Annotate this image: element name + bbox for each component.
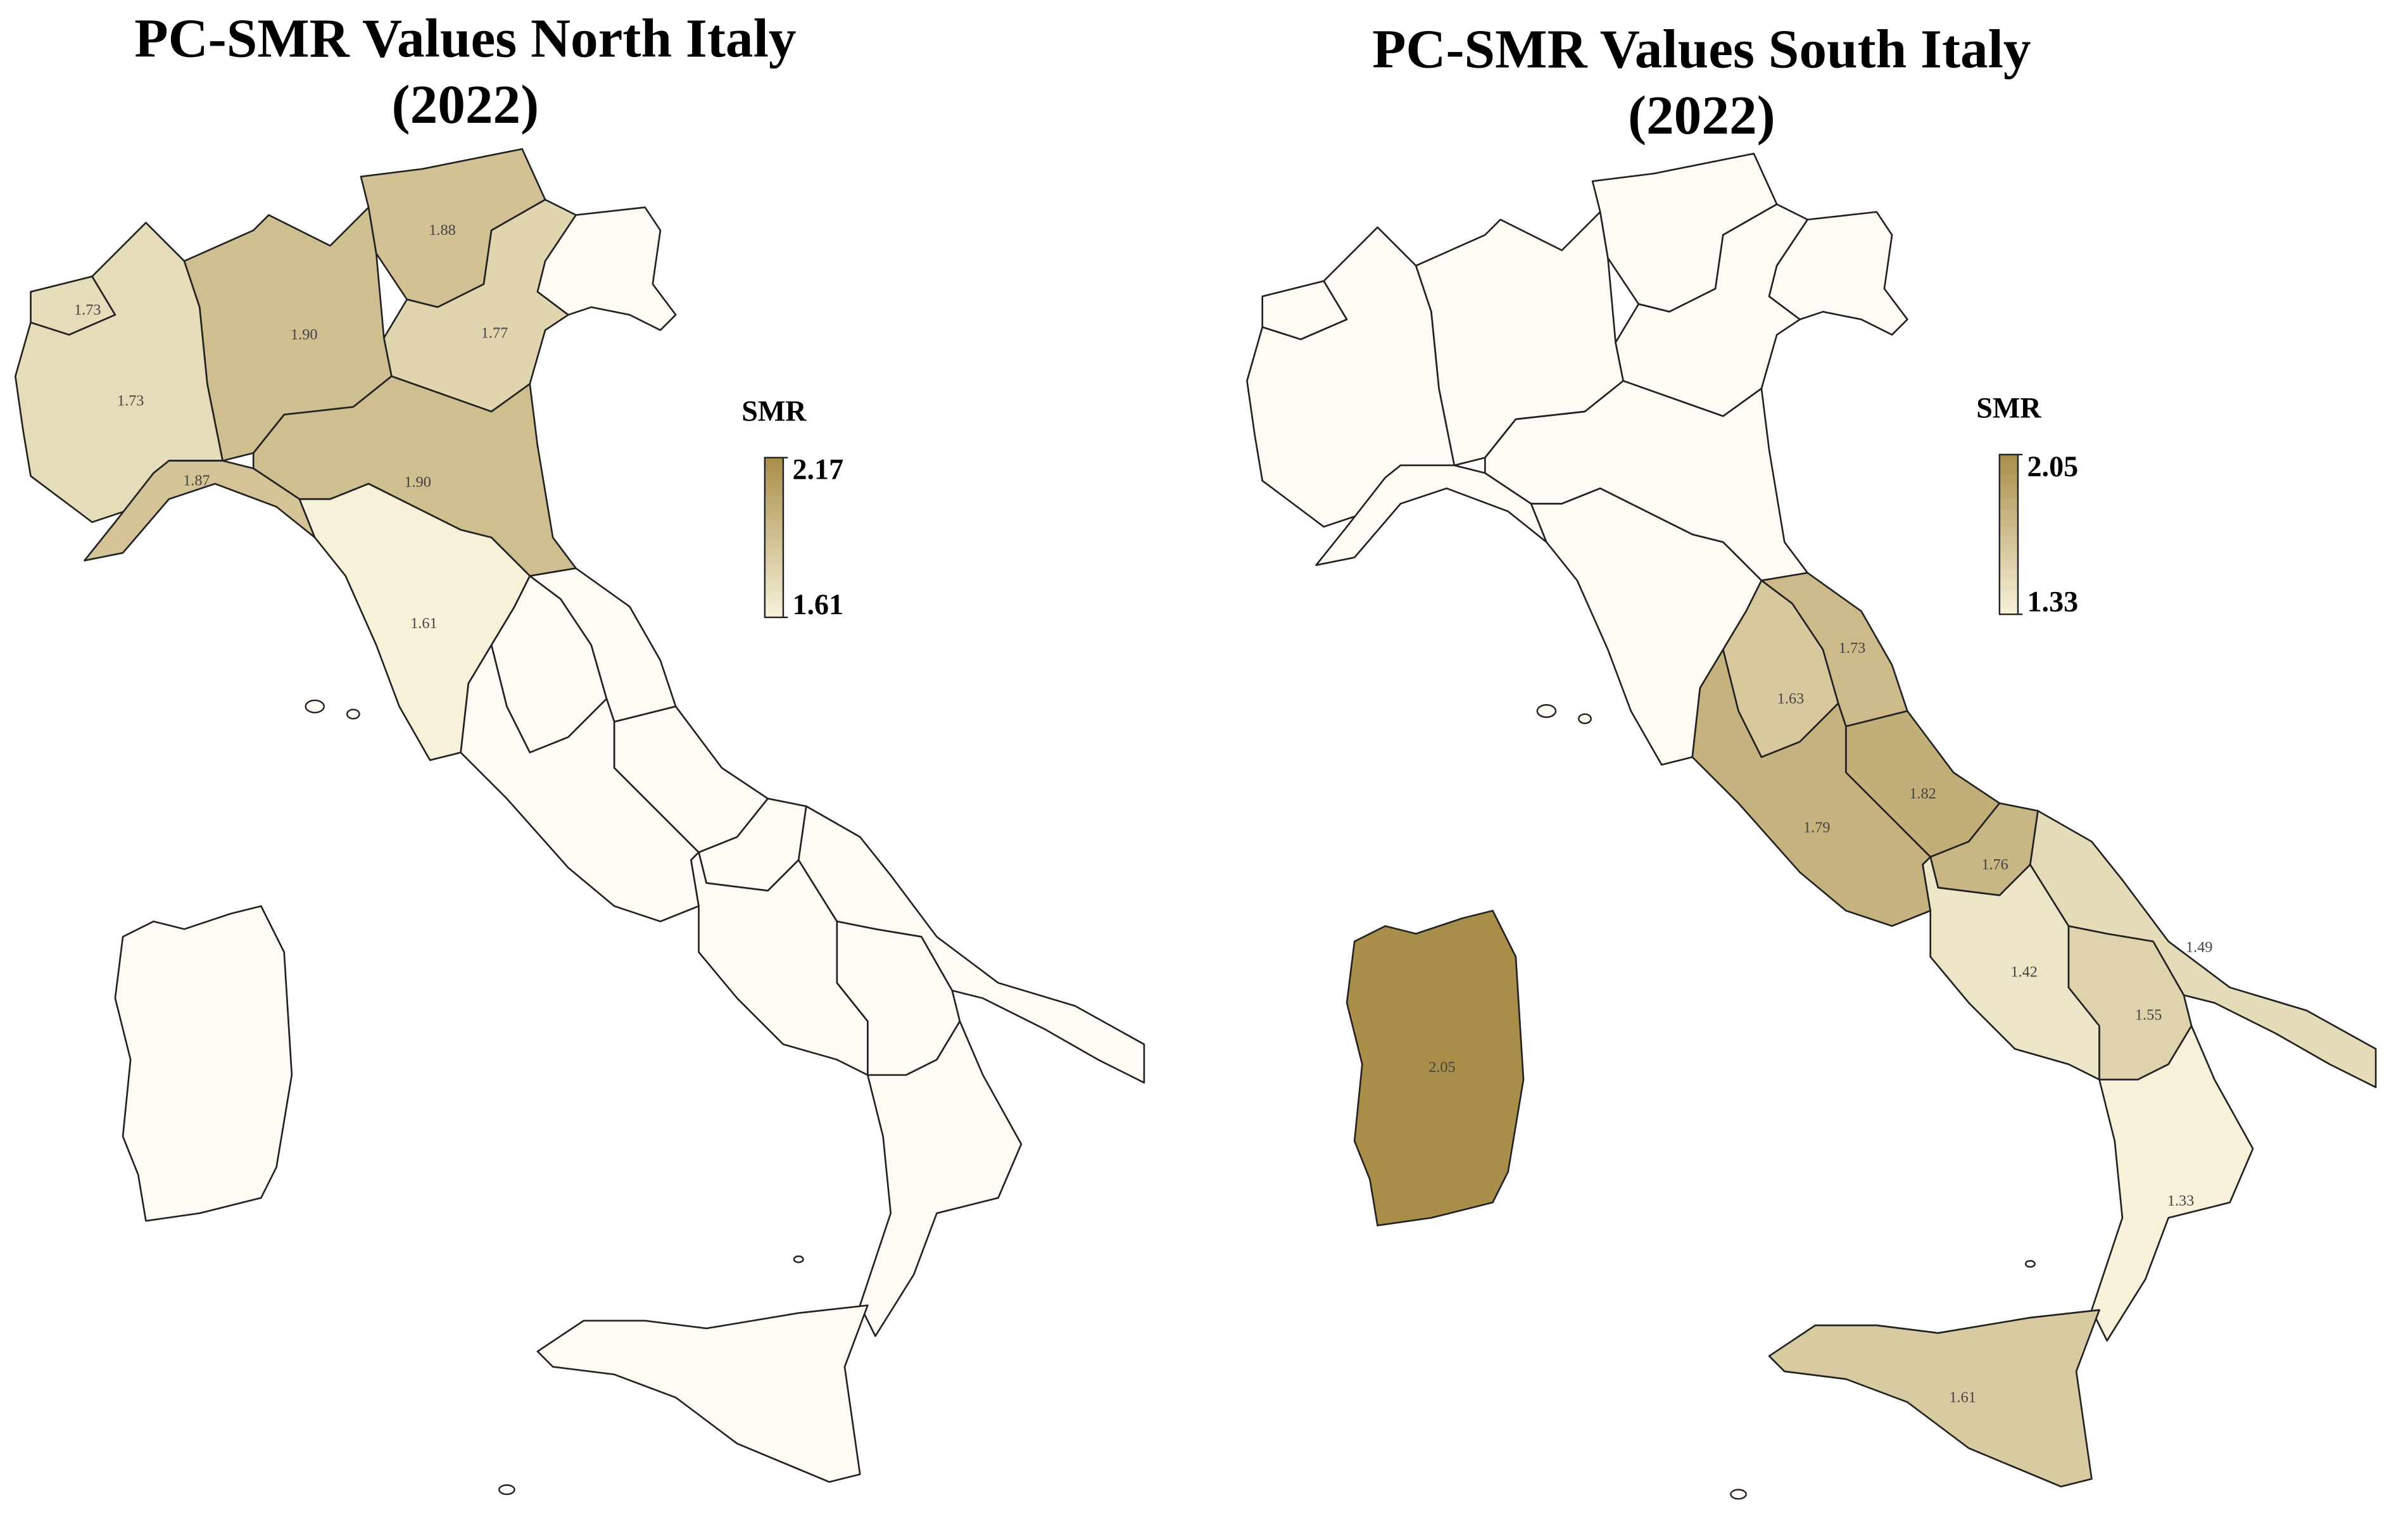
region xyxy=(298,482,531,761)
value-label: 2.05 xyxy=(1428,1059,1455,1076)
value-label: 1.82 xyxy=(1909,785,1936,802)
value-label: 1.76 xyxy=(1981,856,2008,873)
region xyxy=(1346,909,1525,1226)
value-label: 1.55 xyxy=(2135,1006,2162,1023)
legend-title: SMR xyxy=(741,395,807,427)
legend-tick-label: 2.05 xyxy=(2027,450,2079,482)
value-label: 1.42 xyxy=(2010,964,2037,981)
value-label: 1.33 xyxy=(2167,1192,2194,1209)
map: 1.73 1.73 1.90 1.88 1.77 1.90 1.87 1.61 xyxy=(14,148,1145,1496)
value-label: 1.63 xyxy=(1777,690,1804,707)
value-label: 1.73 xyxy=(1839,640,1865,657)
region xyxy=(1691,648,1932,927)
region xyxy=(1615,203,1809,417)
value-label: 1.61 xyxy=(410,615,437,632)
island xyxy=(2024,1260,2036,1268)
island xyxy=(305,699,325,714)
legend-title: SMR xyxy=(1976,392,2041,424)
value-label: 1.77 xyxy=(481,325,508,342)
region xyxy=(383,198,577,413)
value-label: 1.73 xyxy=(74,301,101,318)
island xyxy=(498,1484,515,1496)
region xyxy=(114,905,293,1222)
map-subtitle: (2022) xyxy=(392,73,539,135)
map-title: PC-SMR Values South Italy xyxy=(1372,18,2031,80)
region xyxy=(1768,1309,2100,1488)
value-label: 1.49 xyxy=(2186,939,2212,956)
island xyxy=(1730,1489,1747,1500)
region xyxy=(2091,1024,2254,1342)
island xyxy=(793,1255,804,1263)
value-label: 1.88 xyxy=(429,222,455,239)
value-label: 1.61 xyxy=(1949,1389,1976,1406)
region xyxy=(536,1304,869,1483)
region xyxy=(1768,211,1908,336)
legend-tick-label: 1.61 xyxy=(793,588,844,621)
map: 1.73 1.63 1.82 1.79 1.76 1.42 1.49 1.55 1.33 1.61… xyxy=(1246,153,2377,1500)
value-label: 1.79 xyxy=(1803,819,1830,836)
island xyxy=(1578,713,1592,724)
legend-colorbar xyxy=(764,457,785,619)
map-title: PC-SMR Values North Italy xyxy=(134,8,796,69)
map-subtitle: (2022) xyxy=(1628,84,1775,146)
legend-colorbar xyxy=(1998,453,2019,615)
value-label: 1.73 xyxy=(117,392,144,409)
value-label: 1.87 xyxy=(183,472,210,489)
legend-tick-label: 2.17 xyxy=(793,453,844,486)
region xyxy=(859,1020,1023,1337)
island xyxy=(1536,704,1557,718)
island xyxy=(346,709,360,720)
legend-tick-label: 1.33 xyxy=(2027,585,2079,617)
value-label: 1.90 xyxy=(404,474,431,491)
value-label: 1.90 xyxy=(291,326,317,343)
